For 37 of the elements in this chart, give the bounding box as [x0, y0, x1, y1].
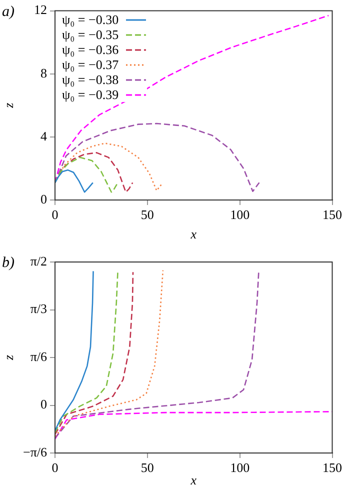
- x-tick-label: 100: [230, 460, 250, 476]
- line-series: [55, 270, 164, 437]
- y-tick-label: π/2: [30, 253, 47, 268]
- line-series: [55, 271, 134, 436]
- y-tick-label: 0: [40, 396, 47, 412]
- x-tick-label: 150: [322, 460, 342, 476]
- legend-label: ψ₀ = −0.30: [62, 12, 119, 27]
- line-series: [55, 122, 260, 192]
- y-axis-title: z: [1, 354, 16, 362]
- legend-label: ψ₀ = −0.37: [62, 57, 119, 72]
- x-tick-label: 0: [52, 460, 58, 476]
- y-axis-title: z: [1, 102, 16, 109]
- y-tick-label: 0: [40, 191, 47, 206]
- y-tick-label: 4: [40, 128, 48, 144]
- x-tick-label: 150: [322, 207, 342, 222]
- y-tick-label: π/3: [30, 301, 47, 316]
- legend-label: ψ₀ = −0.38: [62, 72, 119, 87]
- legend-label: ψ₀ = −0.36: [62, 42, 119, 57]
- x-axis-title: x: [190, 226, 197, 242]
- y-tick-label: −π/6: [22, 444, 48, 460]
- legend-label: ψ₀ = −0.39: [62, 87, 119, 102]
- y-tick-label: 8: [40, 65, 47, 80]
- x-tick-label: 0: [52, 207, 58, 222]
- line-series: [55, 142, 163, 192]
- x-tick-label: 50: [140, 207, 154, 222]
- x-tick-label: 100: [230, 207, 250, 222]
- legend-label: ψ₀ = −0.35: [62, 27, 119, 42]
- chart-title: b): [2, 255, 14, 271]
- chart-title: a): [2, 4, 14, 20]
- y-tick-label: π/6: [30, 348, 48, 364]
- line-series: [55, 156, 118, 193]
- x-tick-label: 50: [140, 460, 154, 476]
- line-series: [55, 270, 118, 434]
- line-series: [55, 410, 332, 440]
- y-tick-label: 12: [34, 2, 47, 18]
- x-axis-title: x: [190, 472, 197, 488]
- line-series: [55, 271, 260, 439]
